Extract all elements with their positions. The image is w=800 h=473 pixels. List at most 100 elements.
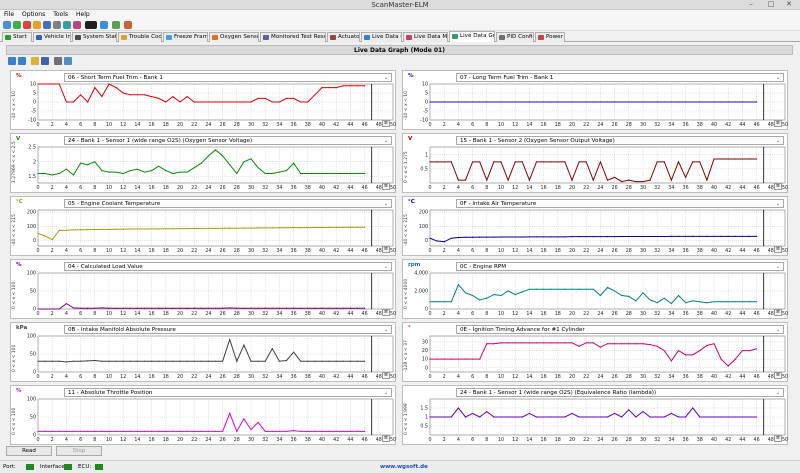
menu-bar: File Options Tools Help [0, 10, 800, 19]
meter-icon[interactable] [73, 21, 81, 29]
chevron-down-icon[interactable]: ⌄ [383, 138, 389, 144]
pid-select[interactable]: 24 - Bank 1 - Sensor 1 (wide range O2S) … [64, 136, 392, 145]
connect-icon[interactable] [3, 21, 11, 29]
menu-tools[interactable]: Tools [53, 11, 68, 18]
minimize-icon[interactable]: – [749, 0, 753, 8]
graph-options-icon[interactable]: ≡ [382, 120, 390, 127]
data-point [65, 361, 67, 363]
chevron-down-icon[interactable]: ⌄ [383, 264, 389, 270]
tab-live-data-graph[interactable]: Live Data Graph [449, 31, 495, 42]
chevron-down-icon[interactable]: ⌄ [383, 201, 389, 207]
tab-live-data-meter[interactable]: Live Data Meter [403, 32, 448, 42]
menu-file[interactable]: File [4, 11, 15, 18]
data-point [101, 307, 103, 309]
data-point [472, 294, 474, 297]
data-point [521, 236, 523, 238]
pid-select[interactable]: 0C - Engine RPM ⌄ [456, 262, 784, 271]
chevron-down-icon[interactable]: ⌄ [383, 75, 389, 81]
x-tick-label: 6 [471, 437, 474, 443]
tab-monitored-test-results[interactable]: Monitored Test Results [260, 32, 326, 42]
graph-options-icon[interactable]: ≡ [774, 183, 782, 190]
data-point [727, 101, 729, 103]
chevron-down-icon[interactable]: ⌄ [775, 75, 781, 81]
maximize-icon[interactable]: □ [767, 0, 775, 8]
tab-live-data-grid[interactable]: Live Data Grid [361, 32, 402, 42]
tab-freeze-frames[interactable]: Freeze Frames [163, 32, 208, 42]
pid-select[interactable]: 0E - Ignition Timing Advance for #1 Cyli… [456, 325, 784, 334]
graph-options-icon[interactable]: ≡ [774, 372, 782, 379]
x-tick-label: 12 [512, 248, 518, 254]
data-point [179, 307, 181, 309]
tab-oxygen-sensors[interactable]: Oxygen Sensors [209, 32, 259, 42]
x-tick-label: 6 [471, 122, 474, 128]
info-icon[interactable] [112, 21, 120, 29]
pid-select[interactable]: 11 - Absolute Throttle Position ⌄ [64, 388, 392, 397]
pid-select[interactable]: 15 - Bank 1 - Sensor 2 (Oxygen Sensor Ou… [456, 136, 784, 145]
save-icon[interactable] [41, 57, 49, 65]
stop-button[interactable]: Stop [56, 446, 102, 456]
car-icon[interactable] [43, 21, 51, 29]
x-tick-label: 34 [276, 374, 282, 380]
menu-options[interactable]: Options [22, 11, 46, 18]
tab-start[interactable]: Start [2, 32, 32, 42]
chevron-down-icon[interactable]: ⌄ [775, 327, 781, 333]
x-tick-label: 26 [220, 248, 226, 254]
chevron-down-icon[interactable]: ⌄ [775, 138, 781, 144]
graph-options-icon[interactable]: ≡ [382, 246, 390, 253]
chevron-down-icon[interactable]: ⌄ [775, 264, 781, 270]
refresh-icon[interactable] [13, 21, 21, 29]
data-point [642, 410, 644, 413]
exit-icon[interactable] [124, 21, 132, 29]
monitor-icon[interactable] [85, 21, 97, 29]
data-point [321, 87, 323, 89]
snowflake-icon [166, 35, 172, 40]
open-folder-icon[interactable] [31, 57, 39, 65]
chevron-down-icon[interactable]: ⌄ [383, 327, 389, 333]
export-icon[interactable] [64, 57, 72, 65]
x-tick-label: 34 [668, 437, 674, 443]
data-point [472, 358, 474, 360]
filter-all-icon[interactable] [18, 57, 26, 65]
data-point [677, 101, 680, 103]
website-link[interactable]: www.wgsoft.de [380, 464, 428, 470]
x-tick-label: 32 [654, 248, 660, 254]
graph-options-icon[interactable]: ≡ [774, 246, 782, 253]
chevron-down-icon[interactable]: ⌄ [383, 390, 389, 396]
graph-options-icon[interactable]: ≡ [774, 435, 782, 442]
graph-options-icon[interactable]: ≡ [382, 309, 390, 316]
settings-icon[interactable] [33, 21, 41, 29]
tab-trouble-codes[interactable]: Trouble Codes [118, 32, 162, 42]
tab-power[interactable]: Power [535, 32, 565, 42]
graph-options-icon[interactable]: ≡ [774, 309, 782, 316]
chart-icon[interactable] [63, 21, 71, 29]
close-icon[interactable]: ✕ [786, 0, 792, 8]
graph-options-icon[interactable]: ≡ [774, 120, 782, 127]
menu-help[interactable]: Help [75, 11, 90, 18]
tab-pid-config[interactable]: PID Config [496, 32, 534, 42]
print-icon[interactable] [54, 57, 62, 65]
tab-system-status[interactable]: System Status [72, 32, 117, 42]
chevron-down-icon[interactable]: ⌄ [775, 201, 781, 207]
graph-options-icon[interactable]: ≡ [382, 183, 390, 190]
tab-actuator[interactable]: Actuator [327, 32, 360, 42]
pid-select[interactable]: 0F - Intake Air Temperature ⌄ [456, 199, 784, 208]
pid-select[interactable]: 06 - Short Term Fuel Trim - Bank 1 ⌄ [64, 73, 392, 82]
disconnect-icon[interactable] [23, 21, 31, 29]
read-button[interactable]: Read [6, 446, 52, 456]
data-point [136, 94, 138, 96]
save-icon[interactable] [53, 21, 61, 29]
data-point [493, 416, 495, 418]
graph-options-icon[interactable]: ≡ [382, 435, 390, 442]
pid-select[interactable]: 07 - Long Term Fuel Trim - Bank 1 ⌄ [456, 73, 784, 82]
help-icon[interactable] [100, 21, 108, 29]
pid-select[interactable]: 05 - Engine Coolant Temperature ⌄ [64, 199, 392, 208]
x-tick-label: 4 [65, 122, 68, 128]
pid-select[interactable]: 24 - Bank 1 - Sensor 1 (wide range O2S) … [456, 388, 784, 397]
tab-vehicle-info[interactable]: Vehicle Info [33, 32, 71, 42]
pid-select[interactable]: 0B - Intake Manifold Absolute Pressure ⌄ [64, 325, 392, 334]
chevron-down-icon[interactable]: ⌄ [775, 390, 781, 396]
graph-options-icon[interactable]: ≡ [382, 372, 390, 379]
pid-select[interactable]: 04 - Calculated Load Value ⌄ [64, 262, 392, 271]
x-tick-label: 2 [443, 248, 446, 254]
filter-icon[interactable] [8, 57, 16, 65]
